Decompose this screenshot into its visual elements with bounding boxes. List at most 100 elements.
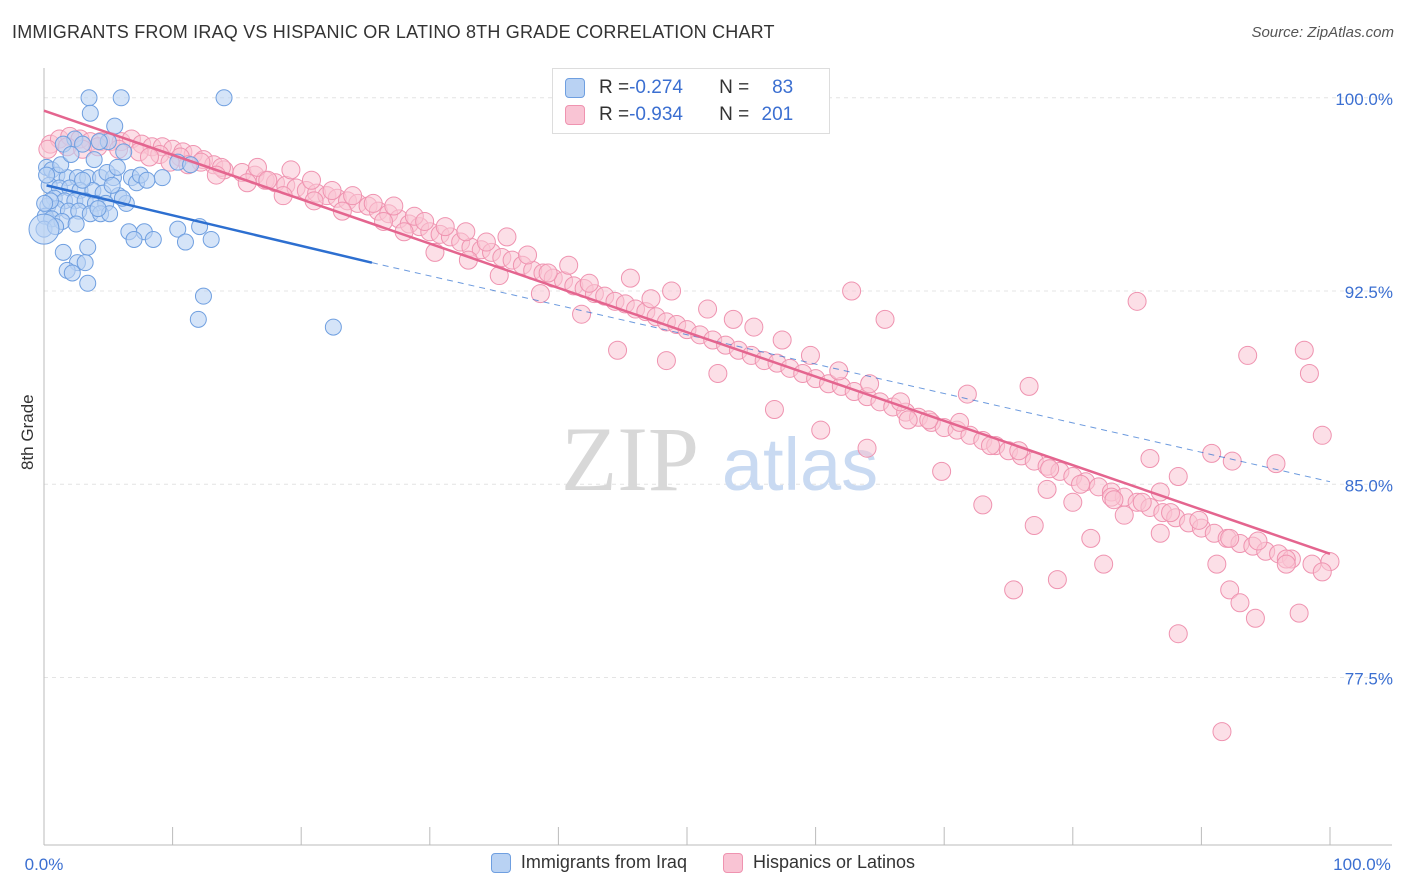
pink-swatch: [565, 105, 585, 125]
stats-row-pink: R = -0.934 N = 201: [565, 104, 793, 126]
data-point-hispanics: [1220, 528, 1240, 548]
data-point-iraq: [169, 220, 187, 238]
data-point-hispanics: [1104, 490, 1124, 510]
data-point-iraq: [52, 156, 70, 174]
data-point-iraq: [215, 89, 233, 107]
data-point-iraq: [28, 213, 60, 245]
chart-title: IMMIGRANTS FROM IRAQ VS HISPANIC OR LATI…: [12, 22, 775, 42]
data-point-hispanics: [384, 196, 404, 216]
data-point-hispanics: [898, 410, 918, 430]
trend-line-hispanics: [43, 109, 1331, 556]
data-point-iraq: [194, 287, 212, 305]
data-point-hispanics: [1299, 363, 1319, 383]
data-point-hispanics: [1040, 459, 1060, 479]
data-point-hispanics: [1248, 531, 1268, 551]
data-point-hispanics: [1289, 603, 1309, 623]
data-point-iraq: [67, 215, 85, 233]
y-tick-label: 85.0%: [1345, 476, 1393, 495]
data-point-hispanics: [139, 147, 159, 167]
data-point-hispanics: [641, 289, 661, 309]
data-point-hispanics: [1212, 722, 1232, 742]
legend-item-hispanics[interactable]: Hispanics or Latinos: [722, 852, 915, 873]
data-point-iraq: [74, 171, 92, 189]
data-point-iraq: [189, 310, 207, 328]
data-point-hispanics: [708, 363, 728, 383]
data-point-hispanics: [656, 351, 676, 371]
data-point-hispanics: [860, 374, 880, 394]
data-point-hispanics: [875, 309, 895, 329]
data-point-hispanics: [1094, 554, 1114, 574]
data-point-hispanics: [559, 255, 579, 275]
data-point-hispanics: [698, 299, 718, 319]
data-point-iraq: [74, 135, 92, 153]
data-point-hispanics: [258, 170, 278, 190]
data-point-hispanics: [1230, 593, 1250, 613]
trend-lines: [43, 109, 1331, 556]
data-point-hispanics: [973, 495, 993, 515]
data-point-hispanics: [1266, 454, 1286, 474]
data-point-hispanics: [772, 330, 792, 350]
data-point-iraq: [90, 133, 108, 151]
data-point-hispanics: [1276, 554, 1296, 574]
n-value-blue: 83: [772, 77, 794, 98]
data-point-iraq: [202, 230, 220, 248]
data-point-hispanics: [1019, 376, 1039, 396]
zipatlas-watermark: ZIP atlas: [561, 408, 878, 510]
legend-swatch-blue: [490, 852, 511, 873]
data-point-hispanics: [1037, 479, 1057, 499]
y-tick-label: 77.5%: [1345, 670, 1393, 689]
data-point-hispanics: [538, 263, 558, 283]
data-point-iraq: [63, 264, 81, 282]
data-point-hispanics: [1168, 467, 1188, 487]
data-point-iraq: [106, 117, 124, 135]
data-point-hispanics: [38, 139, 58, 159]
data-point-iraq: [79, 238, 97, 256]
data-point-hispanics: [497, 227, 517, 247]
data-point-hispanics: [1150, 523, 1170, 543]
data-point-iraq: [125, 230, 143, 248]
data-point-hispanics: [1168, 624, 1188, 644]
data-point-hispanics: [800, 345, 820, 365]
data-point-hispanics: [1132, 492, 1152, 512]
n-value-pink: 201: [761, 104, 794, 125]
trend-line-iraq-extension: [371, 262, 1331, 483]
legend-item-iraq[interactable]: Immigrants from Iraq: [490, 852, 687, 873]
data-point-hispanics: [301, 170, 321, 190]
data-point-hispanics: [1312, 425, 1332, 445]
x-tick-label-end: 100.0%: [1333, 855, 1391, 874]
data-point-hispanics: [842, 281, 862, 301]
data-point-hispanics: [435, 217, 455, 237]
data-point-iraq: [176, 233, 194, 251]
n-label-pink: N =: [719, 104, 750, 125]
data-point-iraq: [108, 158, 126, 176]
data-point-hispanics: [415, 211, 435, 231]
data-point-iraq: [153, 169, 171, 187]
data-point-hispanics: [518, 245, 538, 265]
data-point-hispanics: [530, 284, 550, 304]
data-point-iraq: [76, 254, 94, 272]
data-point-hispanics: [579, 273, 599, 293]
data-point-iraq: [115, 143, 133, 161]
data-point-hispanics: [247, 157, 267, 177]
legend-label-iraq: Immigrants from Iraq: [520, 852, 687, 872]
data-point-hispanics: [1071, 474, 1091, 494]
data-point-hispanics: [1189, 510, 1209, 530]
data-point-hispanics: [1207, 554, 1227, 574]
data-point-hispanics: [1024, 515, 1044, 535]
data-point-iraq: [36, 194, 54, 212]
data-point-hispanics: [932, 461, 952, 481]
y-tick-label: 100.0%: [1335, 90, 1393, 109]
watermark-atlas: atlas: [722, 423, 878, 506]
r-label-pink: R =: [599, 104, 630, 125]
data-point-hispanics: [662, 281, 682, 301]
data-point-iraq: [38, 166, 56, 184]
legend-swatch-pink: [722, 852, 743, 873]
data-point-hispanics: [608, 340, 628, 360]
data-point-hispanics: [723, 309, 743, 329]
data-point-hispanics: [620, 268, 640, 288]
n-label-blue: N =: [719, 77, 750, 98]
data-point-hispanics: [1312, 562, 1332, 582]
data-point-hispanics: [829, 361, 849, 381]
data-point-hispanics: [1081, 528, 1101, 548]
